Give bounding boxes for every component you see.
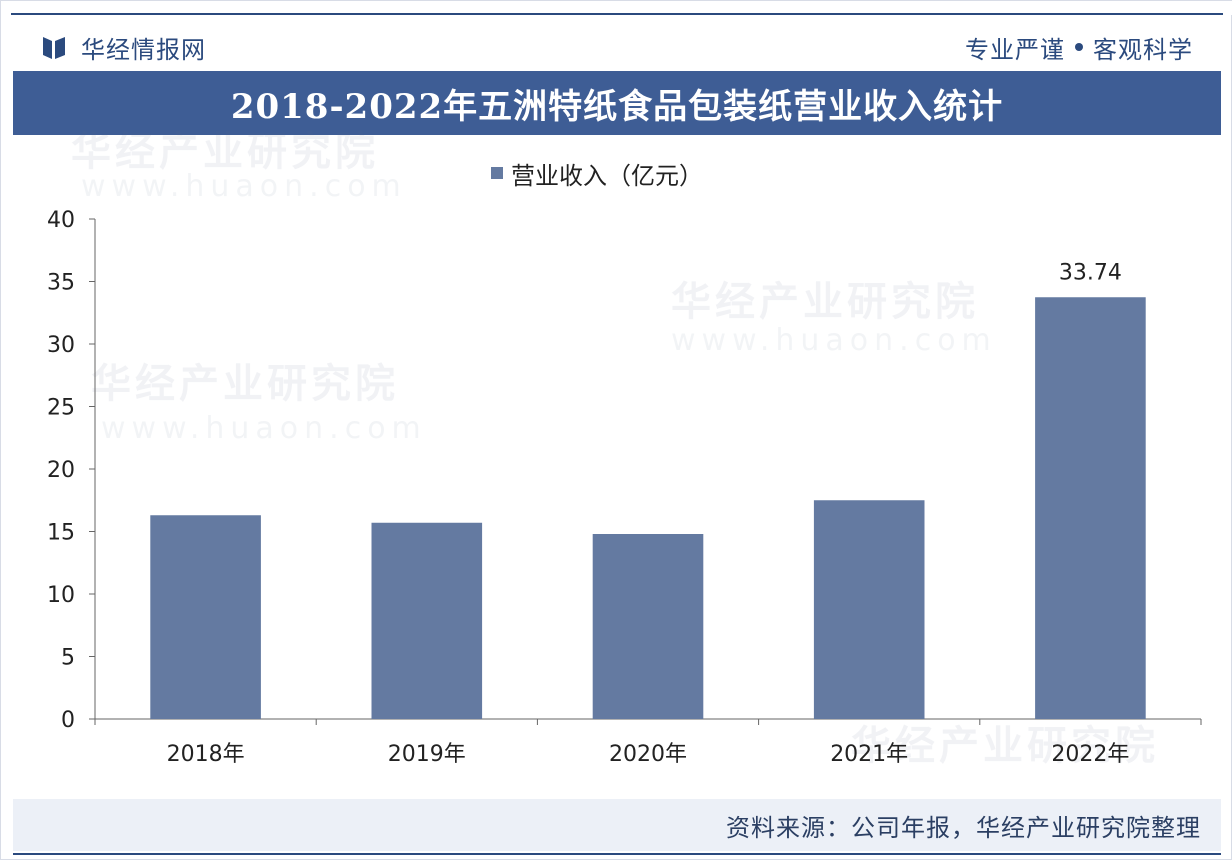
bottom-border xyxy=(13,853,1221,855)
legend: 营业收入（亿元） xyxy=(491,155,703,191)
y-tick-label: 15 xyxy=(47,521,75,546)
slogan-dot-icon xyxy=(1075,43,1083,51)
y-tick-label: 25 xyxy=(47,396,75,421)
y-tick-label: 20 xyxy=(47,458,75,483)
x-tick-label: 2020年 xyxy=(609,742,687,767)
bar xyxy=(371,522,483,719)
x-tick-label: 2018年 xyxy=(167,742,245,767)
legend-label: 营业收入（亿元） xyxy=(511,161,703,190)
bar xyxy=(592,534,704,719)
slogan-right: 客观科学 xyxy=(1093,35,1193,64)
bar xyxy=(150,515,261,719)
bar xyxy=(813,500,925,719)
y-tick-label: 0 xyxy=(61,708,75,733)
bar xyxy=(1035,297,1146,719)
source-note: 资料来源：公司年报，华经产业研究院整理 xyxy=(726,813,1201,842)
data-label: 33.74 xyxy=(1059,260,1122,285)
x-tick-label: 2021年 xyxy=(830,742,908,767)
y-tick-label: 30 xyxy=(47,333,75,358)
chart-title: 2018-2022年五洲特纸食品包装纸营业收入统计 xyxy=(230,86,1004,127)
slogan: 专业严谨 客观科学 xyxy=(965,29,1193,65)
brand: 华经情报网 xyxy=(41,29,206,65)
y-tick-label: 10 xyxy=(47,583,75,608)
top-border xyxy=(1,1,1232,15)
legend-swatch xyxy=(491,167,503,179)
brand-logo-icon xyxy=(43,37,65,59)
x-tick-label: 2022年 xyxy=(1051,742,1129,767)
y-tick-label: 5 xyxy=(61,646,75,671)
y-tick-label: 40 xyxy=(47,208,75,233)
y-tick-label: 35 xyxy=(47,271,75,296)
title-band: 2018-2022年五洲特纸食品包装纸营业收入统计 xyxy=(13,71,1221,135)
slogan-left: 专业严谨 xyxy=(965,35,1065,64)
brand-name: 华经情报网 xyxy=(81,35,206,64)
x-tick-label: 2019年 xyxy=(388,742,466,767)
footer: 资料来源：公司年报，华经产业研究院整理 xyxy=(13,799,1221,851)
